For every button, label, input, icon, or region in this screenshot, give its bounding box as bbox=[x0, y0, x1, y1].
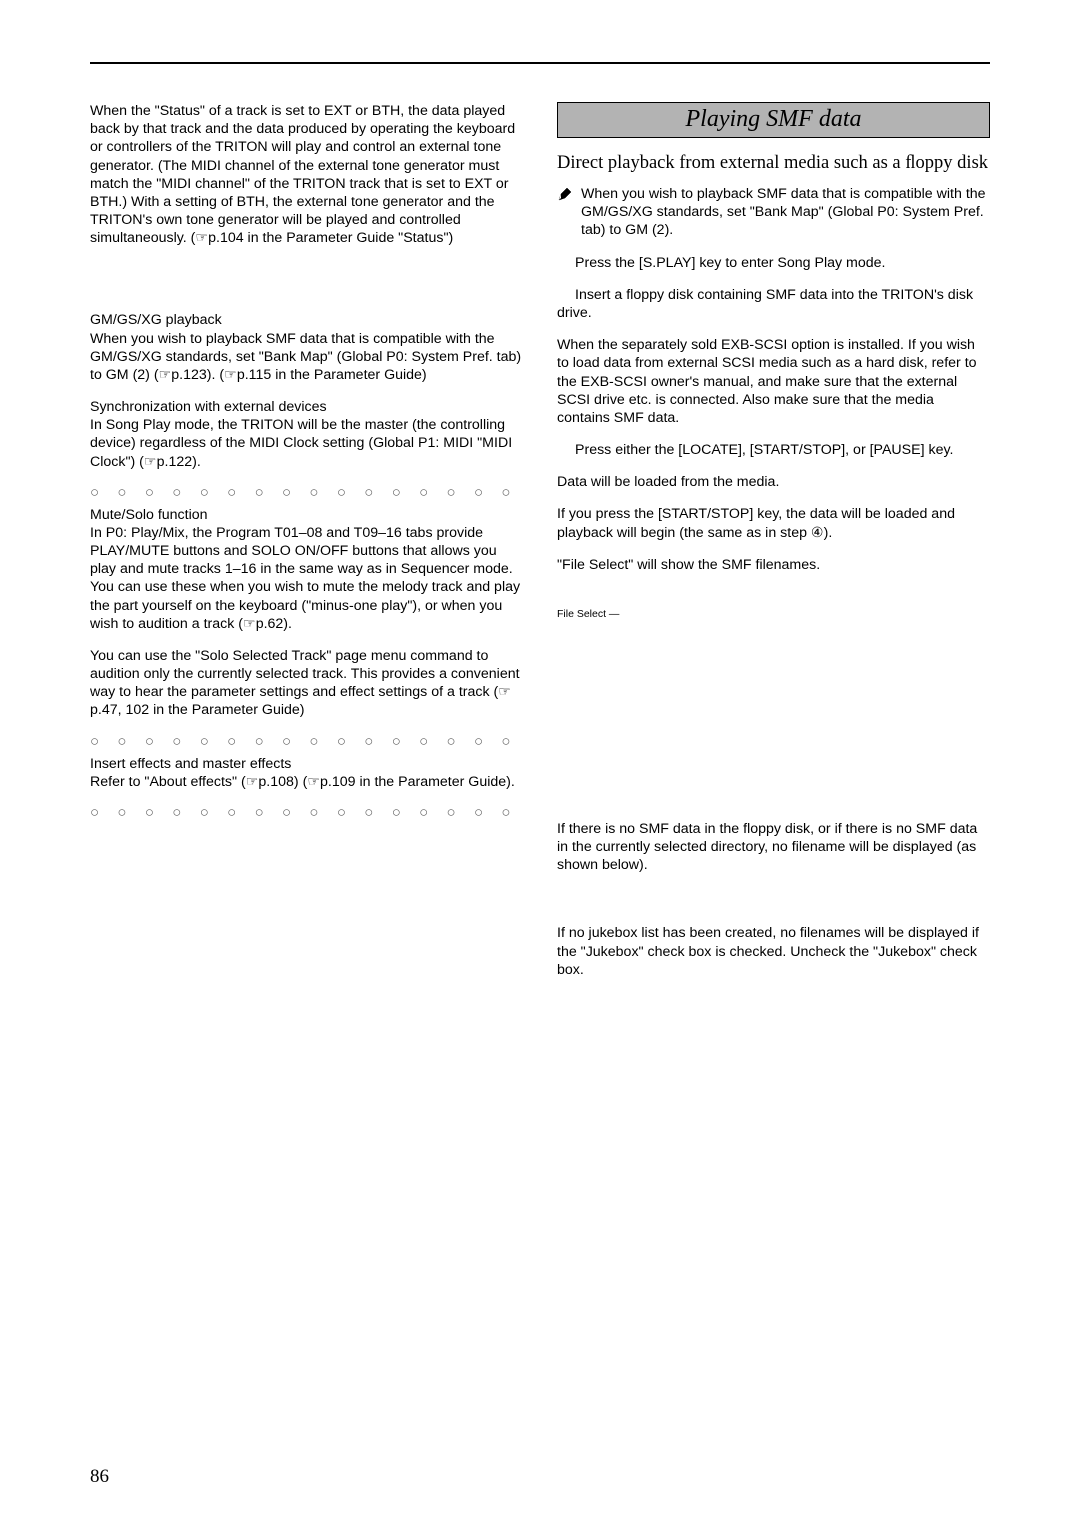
body-text: When the separately sold EXB-SCSI option… bbox=[557, 336, 990, 427]
paragraph: If there is no SMF data in the ﬂoppy dis… bbox=[557, 820, 990, 875]
body-text: In Song Play mode, the TRITON will be th… bbox=[90, 416, 523, 471]
figure-caption: File Select — bbox=[557, 608, 990, 620]
paragraph: If you press the [START/STOP] key, the d… bbox=[557, 505, 990, 541]
body-text: When the "Status" of a track is set to E… bbox=[90, 102, 523, 247]
body-text: If you press the [START/STOP] key, the d… bbox=[557, 505, 990, 541]
body-text: You can use these when you wish to mute … bbox=[90, 578, 523, 633]
dotted-divider: ○ ○ ○ ○ ○ ○ ○ ○ ○ ○ ○ ○ ○ ○ ○ ○ ○ ○ ○ ○ … bbox=[90, 485, 523, 500]
subhead: GM/GS/XG playback bbox=[90, 311, 523, 329]
paragraph: In P0: Play/Mix, the Program T01–08 and … bbox=[90, 524, 523, 633]
paragraph: "File Select" will show the SMF ﬁlenames… bbox=[557, 556, 990, 574]
page-number: 86 bbox=[90, 1466, 109, 1488]
step: Press the [S.PLAY] key to enter Song Pla… bbox=[557, 254, 990, 272]
paragraph-group: Synchronization with external devices In… bbox=[90, 398, 523, 471]
paragraph: Data will be loaded from the media. bbox=[557, 473, 990, 491]
step: Insert a ﬂoppy disk containing SMF data … bbox=[557, 286, 990, 322]
section-title-box: Playing SMF data bbox=[557, 102, 990, 138]
body-text: In P0: Play/Mix, the Program T01–08 and … bbox=[90, 524, 523, 579]
figure-placeholder bbox=[557, 888, 990, 924]
dotted-divider: ○ ○ ○ ○ ○ ○ ○ ○ ○ ○ ○ ○ ○ ○ ○ ○ ○ ○ ○ ○ … bbox=[90, 805, 523, 820]
body-text: If no jukebox list has been created, no … bbox=[557, 924, 990, 979]
section-heading: Insert effects and master effects bbox=[90, 755, 523, 773]
step-text: Insert a ﬂoppy disk containing SMF data … bbox=[557, 286, 990, 322]
page-container: When the "Status" of a track is set to E… bbox=[90, 62, 990, 1488]
body-text: You can use the "Solo Selected Track" pa… bbox=[90, 647, 523, 720]
section-heading: Mute/Solo function bbox=[90, 506, 523, 524]
figure-placeholder bbox=[557, 620, 990, 820]
dotted-divider: ○ ○ ○ ○ ○ ○ ○ ○ ○ ○ ○ ○ ○ ○ ○ ○ ○ ○ ○ ○ … bbox=[90, 734, 523, 749]
paragraph: When the separately sold EXB-SCSI option… bbox=[557, 336, 990, 427]
section-title: Playing SMF data bbox=[686, 106, 862, 132]
body-text: Data will be loaded from the media. bbox=[557, 473, 990, 491]
body-text: If there is no SMF data in the ﬂoppy dis… bbox=[557, 820, 990, 875]
body-text: When you wish to playback SMF data that … bbox=[90, 330, 523, 385]
paragraph: You can use the "Solo Selected Track" pa… bbox=[90, 647, 523, 720]
subhead: Synchronization with external devices bbox=[90, 398, 523, 416]
note-row: When you wish to playback SMF data that … bbox=[557, 185, 990, 240]
body-text: "File Select" will show the SMF ﬁlenames… bbox=[557, 556, 990, 574]
paragraph: When the "Status" of a track is set to E… bbox=[90, 102, 523, 247]
step-text: Press the [S.PLAY] key to enter Song Pla… bbox=[557, 254, 990, 272]
two-column-layout: When the "Status" of a track is set to E… bbox=[90, 102, 990, 993]
pencil-icon bbox=[557, 186, 575, 207]
paragraph-group: GM/GS/XG playback When you wish to playb… bbox=[90, 311, 523, 384]
step: Press either the [LOCATE], [START/STOP],… bbox=[557, 441, 990, 459]
note-text: When you wish to playback SMF data that … bbox=[581, 185, 990, 240]
body-text: Refer to "About effects" (☞p.108) (☞p.10… bbox=[90, 773, 523, 791]
right-column: Playing SMF data Direct playback from ex… bbox=[557, 102, 990, 993]
step-text: Press either the [LOCATE], [START/STOP],… bbox=[557, 441, 990, 459]
paragraph: Refer to "About effects" (☞p.108) (☞p.10… bbox=[90, 773, 523, 791]
top-rule bbox=[90, 62, 990, 64]
paragraph: If no jukebox list has been created, no … bbox=[557, 924, 990, 979]
section-subtitle: Direct playback from external media such… bbox=[557, 152, 990, 175]
left-column: When the "Status" of a track is set to E… bbox=[90, 102, 523, 993]
